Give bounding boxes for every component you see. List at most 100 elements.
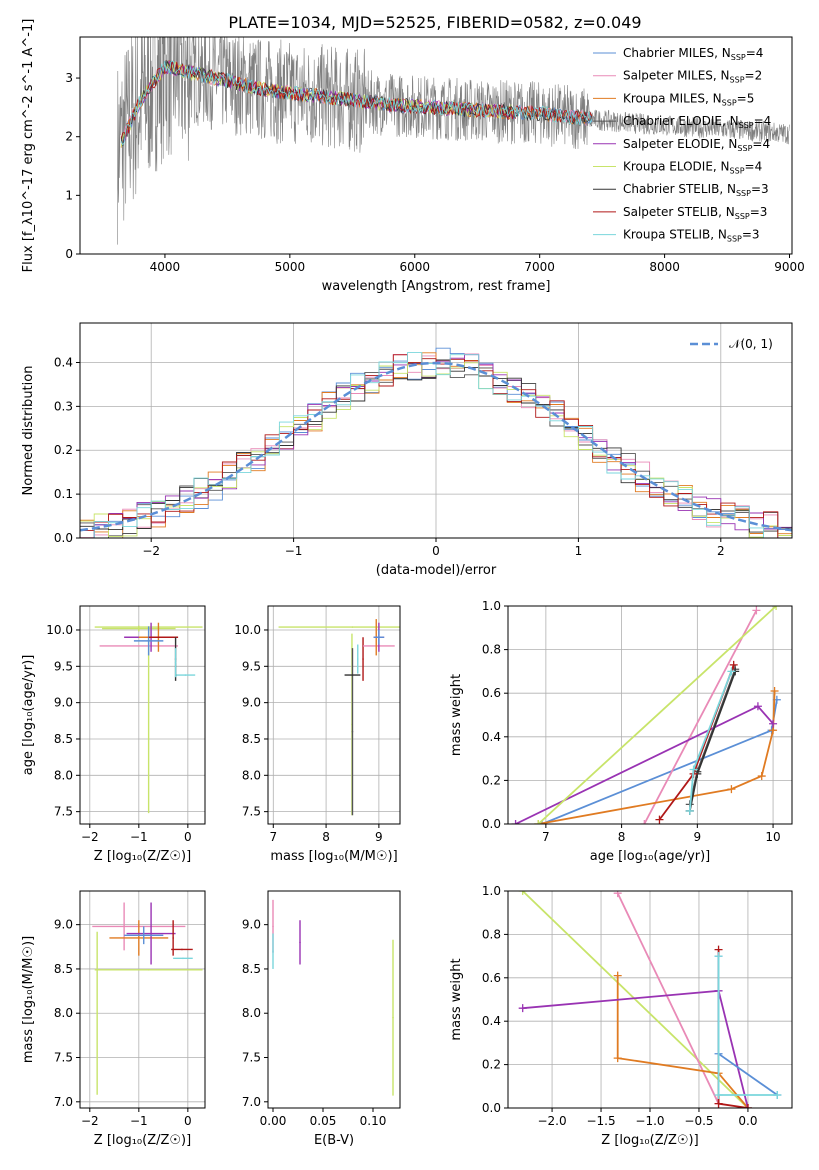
series-marker [534,820,543,824]
data-point [351,730,354,733]
y-tick-label: 0.1 [54,487,73,501]
series-line-4 [522,989,749,1108]
legend-label: Kroupa STELIB, NSSP=3 [623,228,760,244]
data-point [147,969,150,971]
y-tick-label: 9.0 [54,918,73,932]
x-tick-label: 1 [575,544,583,558]
plot-area [94,622,203,814]
x-axis-label: wavelength [Angstrom, rest frame] [322,279,551,294]
x-axis-label: mass [log₁₀(M/M☉)] [270,849,397,864]
y-tick-label: 8.5 [242,732,261,746]
data-point [378,636,380,639]
y-axis-label: mass weight [449,958,464,1040]
x-tick-label: −2 [81,830,99,844]
chart-age-vs-Z: −2 −1 0 7.5 8.0 8.5 9.0 9.5 10.0 Z [log₁₀(Z/Z☉)] a… [21,605,206,864]
plot-area [511,606,781,824]
series-marker [640,820,649,824]
legend-label: Salpeter ELODIE, NSSP=4 [623,137,770,153]
y-tick-label: 7.5 [54,805,73,819]
data-point [351,674,354,676]
data-point [174,661,177,664]
series-marker [518,1004,527,1013]
x-tick-label: 9000 [774,260,805,274]
series-marker [770,687,779,696]
data-point [138,627,140,630]
series-marker [772,606,781,610]
x-tick-label: 0 [184,830,192,844]
series-marker [689,765,698,774]
y-tick-label: 8.0 [242,1006,261,1020]
model-spectrum-8 [120,60,593,146]
data-point [356,658,359,660]
y-tick-label: 0 [65,247,73,261]
y-tick-label: 9.0 [54,696,73,710]
series-marker [685,806,694,815]
y-tick-label: 1 [65,188,73,202]
chart-mass-vs-EBV: 0.00 0.05 0.10 7.0 7.5 8.0 8.5 9.0 E(B-V) [242,890,401,1148]
y-axis-label: age [log₁₀(age/yr)] [21,655,36,776]
y-tick-label: 9.0 [242,696,261,710]
plot-area [80,347,792,538]
legend-label: 𝒩(0, 1) [729,337,773,351]
x-tick-label: 0 [184,1114,192,1128]
chart-spectrum: 4000 5000 6000 7000 8000 9000 0 1 2 3 wavelength [… [21,19,805,294]
x-tick-label: 2 [717,544,725,558]
y-tick-label: 0.4 [54,355,73,369]
legend-label: Chabrier STELIB, NSSP=3 [623,182,769,198]
y-tick-label: 0.0 [482,817,501,831]
data-point [184,674,187,676]
y-axis-label: mass weight [449,674,464,756]
data-point [182,957,184,960]
plot-frame [79,36,793,255]
y-axis-label: Normed distribution [21,366,36,496]
data-point [138,937,140,939]
y-tick-label: 8.0 [54,768,73,782]
data-point [362,658,364,660]
plot-area [92,902,203,1095]
x-tick-label: 8000 [649,260,680,274]
data-point [96,1012,98,1015]
legend-label: Salpeter STELIB, NSSP=3 [623,205,767,221]
x-tick-label: 8 [618,830,626,844]
y-tick-label: 0.8 [482,643,501,657]
plot-area [518,891,782,1108]
plot-frame [79,605,206,825]
y-tick-label: 7.5 [54,1051,73,1065]
x-tick-label: 0.0 [738,1114,757,1128]
legend-label: Chabrier ELODIE, NSSP=4 [623,114,771,130]
x-tick-label: 9 [694,830,702,844]
data-point [181,948,183,951]
plot-area [278,619,400,816]
x-tick-label: 0.05 [310,1114,337,1128]
x-axis-label: E(B-V) [314,1133,354,1148]
y-tick-label: 7.0 [54,1095,73,1109]
x-axis-label: (data-model)/error [376,563,497,578]
y-tick-label: 0.0 [54,531,73,545]
plot-frame [79,890,206,1109]
y-tick-label: 10.0 [46,623,73,637]
x-tick-label: 9 [375,830,383,844]
normal-curve [80,361,792,532]
y-tick-label: 0.2 [54,443,73,457]
x-tick-label: −1.5 [586,1114,615,1128]
series-line-4 [515,705,774,824]
data-point [351,626,354,628]
x-tick-label: −0.5 [684,1114,713,1128]
series-line-1 [643,609,758,824]
series-marker [613,891,622,898]
y-tick-label: 10.0 [234,623,261,637]
series-line-2 [538,690,776,824]
y-tick-label: 8.0 [54,1006,73,1020]
y-tick-label: 0.6 [482,686,501,700]
chart-residuals: −2 −1 0 1 2 0.0 0.1 0.2 0.3 0.4 (data-model)/error… [21,322,793,578]
y-tick-label: 0.6 [482,971,501,985]
x-tick-label: 7000 [524,260,555,274]
chart-mass-vs-Z: −2 −1 0 7.0 7.5 8.0 8.5 9.0 Z [log₁₀(Z/Z☉)] mass … [21,890,206,1148]
legend-label: Kroupa ELODIE, NSSP=4 [623,160,762,176]
x-tick-label: 0.00 [260,1114,287,1128]
series-marker [714,952,723,961]
y-tick-label: 0.4 [482,730,501,744]
data-point [123,925,125,928]
figure-title: PLATE=1034, MJD=52525, FIBERID=0582, z=0… [228,13,641,32]
y-tick-label: 3 [65,71,73,85]
